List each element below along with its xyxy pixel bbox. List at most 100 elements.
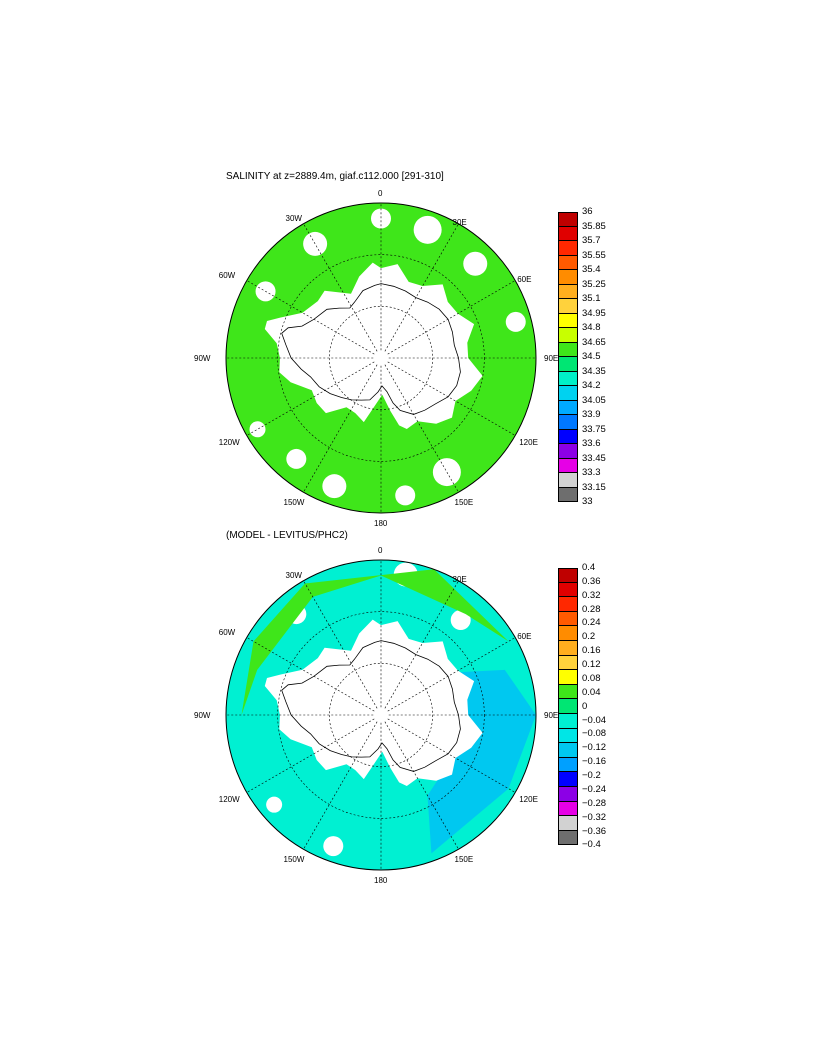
colorbar-tick-label: 33.15 [582,481,606,493]
meridian-line [246,361,375,436]
longitude-label: 30W [285,570,302,580]
colorbar-tick-label: 34.95 [582,307,606,319]
no-data-patch [322,474,347,499]
antarctica-coastline [281,640,461,772]
colorbar-tick-label: 36 [582,206,593,217]
colorbar-tick-label: 34.35 [582,365,606,377]
longitude-label: 120E [519,437,538,447]
longitude-label: 90E [544,711,559,720]
colorbar-swatch [558,473,578,488]
colorbar-tick-label: −0.28 [582,797,607,809]
no-data-patch [395,485,416,506]
colorbar-swatch [558,684,578,700]
colorbar-tick-label: −0.08 [582,728,607,740]
longitude-label: 60E [517,274,532,284]
colorbar-tick-label: 0.12 [582,659,601,671]
colorbar-tick-label: 33.3 [582,467,601,478]
colorbar-swatch [558,226,578,241]
colorbar-tick-label: 34.5 [582,351,601,362]
anomaly-band [427,669,536,854]
colorbar-swatch [558,313,578,328]
colorbar-tick-label: 0.28 [582,603,601,615]
colorbar-swatch [558,626,578,641]
longitude-label: 90W [194,354,211,363]
colorbar-tick-label: 34.05 [582,394,606,406]
colorbar-tick-label: 33.75 [582,423,606,435]
colorbar-tick-label: 0.2 [582,631,596,643]
colorbar-swatch [558,357,578,372]
colorbar-swatch [558,386,578,401]
meridian-line [303,223,378,352]
longitude-label: 150W [283,855,305,865]
latitude-circle [277,254,485,462]
colorbar-swatch [558,458,578,473]
no-data-patch [371,208,391,229]
meridian-line [387,361,516,436]
meridian-line [384,364,459,493]
colorbar-swatch [558,611,578,627]
longitude-label: 150E [454,498,474,508]
colorbar-swatch [558,787,578,802]
meridian-line [384,223,459,352]
longitude-label: 150W [283,498,305,508]
latitude-circle [329,663,433,767]
longitude-label: 90E [544,354,559,363]
colorbar-swatch [558,255,578,270]
colorbar-tick-label: 35.25 [582,278,606,290]
longitude-label: 30E [452,574,467,584]
colorbar-tick-label: 35.4 [582,264,601,275]
longitude-label: 150E [454,855,474,865]
longitude-label: 120W [218,437,240,447]
longitude-label: 30W [285,213,302,223]
longitude-label: 60W [218,627,236,637]
colorbar-tick-label: 33.9 [582,409,601,420]
colorbar-swatch [558,757,578,773]
colorbar-tick-label: 34.2 [582,380,601,391]
longitude-label: 60W [218,270,236,280]
meridian-line [303,721,378,850]
meridian-line [387,280,516,355]
colorbar-swatch [558,772,578,787]
longitude-label: 60E [517,631,532,641]
meridian-line [246,280,375,355]
colorbar-tick-label: 35.1 [582,293,601,304]
longitude-label: 90W [194,711,211,720]
colorbar-tick-label: 0.08 [582,672,601,684]
colorbar-swatch [558,670,578,685]
colorbar-swatch [558,699,578,714]
longitude-label: 30E [452,217,467,227]
colorbar-swatch [558,212,578,227]
latitude-circle [329,306,433,410]
colorbar-tick-label: 0.04 [582,686,601,698]
no-data-patch [505,311,526,332]
colorbar-swatch [558,597,578,612]
colorbar-tick-label: −0.24 [582,783,607,795]
map-title: (MODEL - LEVITUS/PHC2) [226,530,348,541]
colorbar-swatch [558,400,578,415]
longitude-label: 120E [519,794,538,804]
colorbar-swatch [558,816,578,831]
longitude-label: 180 [374,876,388,885]
colorbar-swatch [558,371,578,386]
colorbar-swatch [558,714,578,729]
colorbar-tick-label: −0.32 [582,811,607,823]
no-data-patch [286,448,307,469]
map-border [225,559,537,871]
colorbar-tick-label: 0.32 [582,589,601,601]
colorbar-tick-label: 0.16 [582,645,601,657]
colorbar-tick-label: −0.12 [582,742,607,754]
colorbar-tick-label: 35.55 [582,249,606,261]
meridian-line [384,721,459,850]
no-data-patch [463,251,488,276]
colorbar-swatch [558,582,578,598]
colorbar-swatch [558,429,578,444]
meridian-line [387,718,516,793]
latitude-circle [277,611,485,819]
colorbar-tick-label: −0.04 [582,714,607,726]
colorbar-swatch [558,641,578,656]
longitude-label: 120W [218,794,240,804]
meridian-line [246,718,375,793]
colorbar-swatch [558,655,578,671]
